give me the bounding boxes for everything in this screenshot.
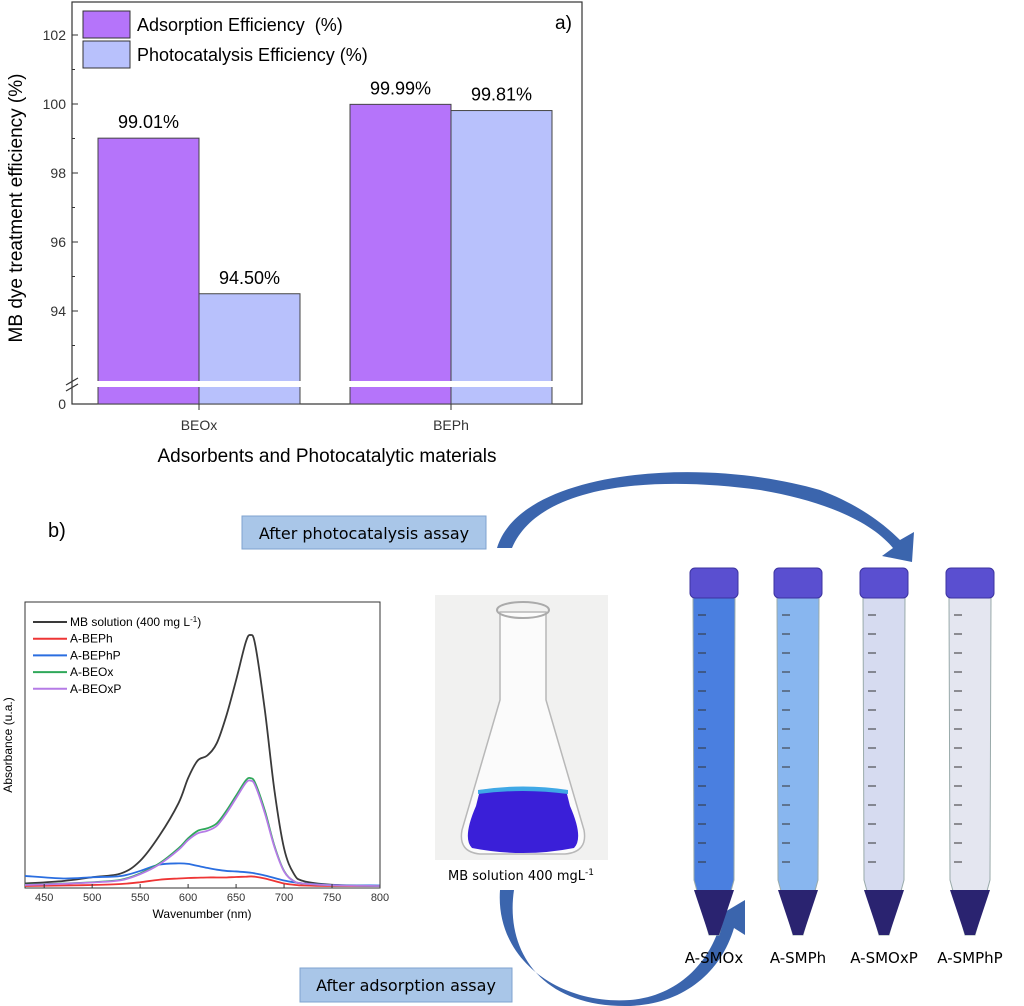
x-tick-label: 650 xyxy=(227,892,245,904)
tube-cap xyxy=(689,567,739,599)
tube-cap xyxy=(859,567,909,599)
x-tick-label: BEPh xyxy=(433,417,469,433)
x-tick-label: 550 xyxy=(131,892,149,904)
bar-beox-0 xyxy=(97,137,200,405)
legend-tail: ) xyxy=(197,615,201,629)
y-tick-label: 94 xyxy=(50,303,66,319)
bars: 99.01% 99.99% 94.50% 99.81% xyxy=(97,78,553,405)
panel-label-b: b) xyxy=(48,520,66,542)
flask-caption: MB solution 400 mgL-1 xyxy=(448,868,594,884)
tube-sediment xyxy=(694,890,734,935)
x-tick-label: 800 xyxy=(371,892,389,904)
tube-sediment xyxy=(864,890,904,935)
axis-break-mark xyxy=(65,377,79,392)
legend-label-1: A-BEPh xyxy=(70,632,113,646)
tube-cap xyxy=(945,567,995,599)
tube-a-smph xyxy=(773,567,823,936)
y-tick-label: 0 xyxy=(58,396,66,412)
line-y-axis-label: Absorbance (u.a.) xyxy=(1,697,15,792)
legend-label-adsorption: Adsorption Efficiency (%) xyxy=(137,15,343,35)
flask-caption-text: MB solution 400 mgL xyxy=(448,869,586,884)
spectrum-line-2 xyxy=(24,862,381,887)
bar-beox-1 xyxy=(198,293,301,405)
legend-label-0: MB solution (400 mg L-1) xyxy=(70,615,201,629)
legend-name: A-BEPh xyxy=(70,632,113,646)
tube-a-smphp xyxy=(945,567,995,936)
tube-label: A-SMOx xyxy=(685,949,744,967)
legend-sup: -1 xyxy=(190,615,198,624)
legend-label-3: A-BEOx xyxy=(70,665,113,679)
spectrum-lines xyxy=(24,633,381,887)
tube-sediment xyxy=(950,890,990,935)
bar-beph-0 xyxy=(349,103,452,405)
photocatalysis-arrow xyxy=(497,472,914,562)
y-tick-label: 96 xyxy=(50,234,66,250)
legend-name: MB solution (400 mg L xyxy=(70,615,190,629)
y-tick-label: 102 xyxy=(43,27,67,43)
tubes-photo: A-SMOx A-SMPh A-SMOxP A-SMPhP xyxy=(685,567,1003,967)
bar-x-axis-label: Adsorbents and Photocatalytic materials xyxy=(157,446,496,467)
line-axis-ticks: 450 500 550 600 650 700 750 800 xyxy=(35,884,389,904)
line-chart: 450 500 550 600 650 700 750 800 Absorbance (u.a… xyxy=(1,601,389,921)
flask-photo xyxy=(435,595,608,860)
panel-label-a: a) xyxy=(555,13,572,34)
bar-axis-ticks: 0 94 96 98 100 102 BEOx BEPh xyxy=(43,27,469,433)
photocatalysis-label-box xyxy=(241,515,487,550)
spectrum-line-1 xyxy=(24,875,381,887)
x-tick-label: 450 xyxy=(35,892,53,904)
line-legend: MB solution (400 mg L-1) A-BEPh A-BEPhP A-B… xyxy=(33,615,201,696)
tube-label: A-SMPhP xyxy=(937,949,1002,967)
x-tick-label: 750 xyxy=(323,892,341,904)
legend-swatch-adsorption xyxy=(82,10,131,39)
tube-a-smox xyxy=(689,567,739,936)
legend-label-photocatalysis: Photocatalysis Efficiency (%) xyxy=(137,45,368,65)
adsorption-label-box xyxy=(299,967,513,1003)
tube-sediment xyxy=(778,890,818,935)
y-tick-label: 100 xyxy=(43,96,67,112)
line-plot-frame xyxy=(24,601,381,889)
tube-label: A-SMPh xyxy=(770,949,826,967)
x-tick-label: 500 xyxy=(83,892,101,904)
tube-a-smoxp xyxy=(859,567,909,936)
legend-swatch-photocatalysis xyxy=(82,40,131,69)
spectrum-line-0 xyxy=(24,633,381,887)
x-tick-label: 700 xyxy=(275,892,293,904)
line-x-axis-label: Wavenumber (nm) xyxy=(153,907,252,921)
photocatalysis-label: After photocatalysis assay xyxy=(259,524,469,543)
flask-caption-sup: -1 xyxy=(585,868,594,878)
bar-legend: Adsorption Efficiency (%) Photocatalysis… xyxy=(82,10,368,69)
bar-value-label: 99.81% xyxy=(471,85,532,105)
bar-value-label: 94.50% xyxy=(219,268,280,288)
spectrum-line-4 xyxy=(24,779,381,887)
bar-plot-frame xyxy=(71,1,583,405)
bar-chart: 99.01% 99.99% 94.50% 99.81% 0 94 96 98 100 102 BE… xyxy=(6,1,583,467)
bar-value-label: 99.01% xyxy=(118,112,179,132)
tube-cap xyxy=(773,567,823,599)
bar-beph-1 xyxy=(450,110,553,405)
tube-label: A-SMOxP xyxy=(850,949,918,967)
legend-name: A-BEOxP xyxy=(70,682,121,696)
legend-label-4: A-BEOxP xyxy=(70,682,121,696)
bar-value-label: 99.99% xyxy=(370,78,431,98)
bar-y-axis-label: MB dye treatment efficiency (%) xyxy=(6,74,27,343)
x-tick-label: BEOx xyxy=(181,417,218,433)
adsorption-label: After adsorption assay xyxy=(316,976,496,995)
legend-name: A-BEOx xyxy=(70,665,113,679)
axis-break-band xyxy=(73,381,581,387)
x-tick-label: 600 xyxy=(179,892,197,904)
legend-label-2: A-BEPhP xyxy=(70,648,121,662)
legend-name: A-BEPhP xyxy=(70,648,121,662)
y-tick-label: 98 xyxy=(50,165,66,181)
